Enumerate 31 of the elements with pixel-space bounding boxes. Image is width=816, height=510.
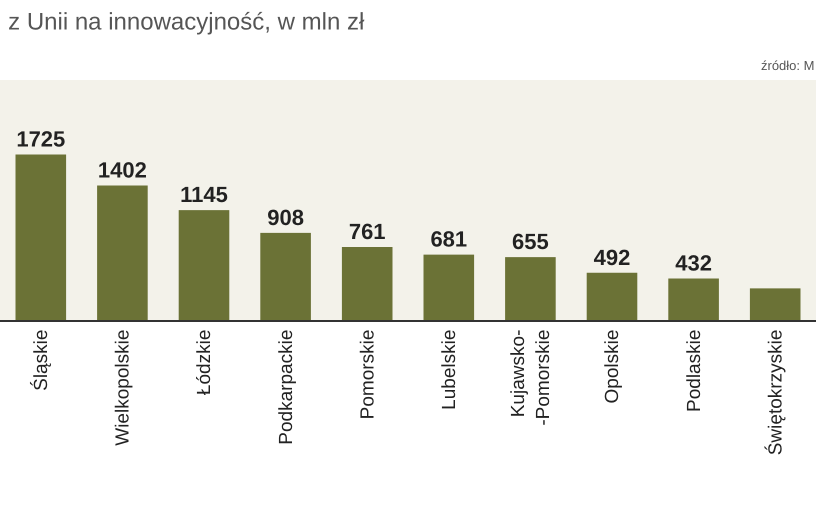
data-label: 1145 xyxy=(180,182,228,208)
data-label: 1725 xyxy=(16,126,66,152)
x-tick-label: Kujawsko- -Pomorskie xyxy=(508,330,554,426)
data-label: 432 xyxy=(675,250,712,276)
text: źródło: M xyxy=(761,58,814,73)
bar xyxy=(750,288,800,320)
data-label: 761 xyxy=(348,218,386,244)
bar xyxy=(260,232,311,320)
bar xyxy=(16,154,66,320)
data-label: 681 xyxy=(430,226,468,252)
x-tick-label: Lubelskie xyxy=(438,330,460,410)
x-tick-label: Śląskie xyxy=(28,330,52,391)
data-label: 655 xyxy=(512,229,549,254)
chart-title: z Unii na innowacyjność, w mln zł xyxy=(8,8,365,36)
bar xyxy=(178,210,230,320)
x-tick-label: Opolskie xyxy=(602,330,624,404)
data-label: 492 xyxy=(594,244,630,270)
x-tick-label: Wielkopolskie xyxy=(112,330,134,446)
data-label: 908 xyxy=(267,204,304,230)
x-tick-label: Podlaskie xyxy=(684,330,705,412)
bar xyxy=(342,246,392,320)
x-tick-label: Łódzkie xyxy=(194,330,216,396)
bar xyxy=(668,278,719,320)
bar xyxy=(586,272,638,320)
bar xyxy=(424,254,474,320)
x-tick-label: Podkarpackie xyxy=(276,330,297,445)
x-tick-label: Pomorskie xyxy=(357,330,378,420)
data-label: 1402 xyxy=(98,157,147,182)
x-tick-label: Świętokrzyskie xyxy=(763,330,786,456)
bar xyxy=(97,185,148,320)
bar xyxy=(505,257,556,320)
